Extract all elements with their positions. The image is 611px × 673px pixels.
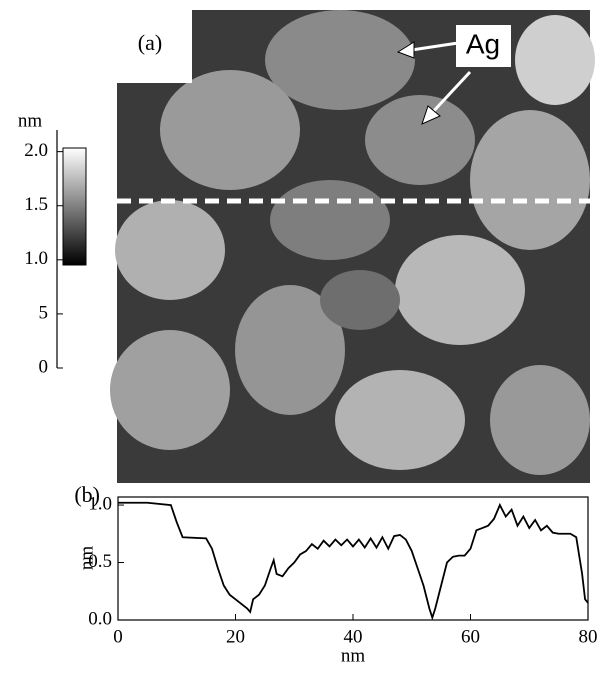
x-tick-label: 80 [579,626,598,647]
profile-line [118,501,589,621]
y-tick-label: 1.0 [24,248,48,269]
colorbar-label: nm [18,110,43,131]
y-axis-label: nm [76,546,97,571]
annotation: Ag [466,28,500,59]
y-tick-label: 0.5 [88,551,112,572]
x-tick-label: 40 [344,626,363,647]
y-tick-label: 1.0 [88,493,112,514]
y-tick-label: 0 [39,356,49,377]
plot-frame [117,496,589,621]
y-tick-label: 5 [39,302,49,323]
x-tick-label: 20 [226,626,245,647]
x-tick-label: 0 [113,626,123,647]
y-tick-label: 0.0 [88,608,112,629]
y-tick-label: 1.5 [24,194,48,215]
y-tick-label: 2.0 [24,140,48,161]
stm-image [110,10,595,483]
colorbar [62,147,87,266]
panel-label: (a) [138,30,162,55]
panel-label: (b) [74,482,100,507]
x-tick-label: 60 [461,626,480,647]
x-axis-label: nm [341,645,366,666]
